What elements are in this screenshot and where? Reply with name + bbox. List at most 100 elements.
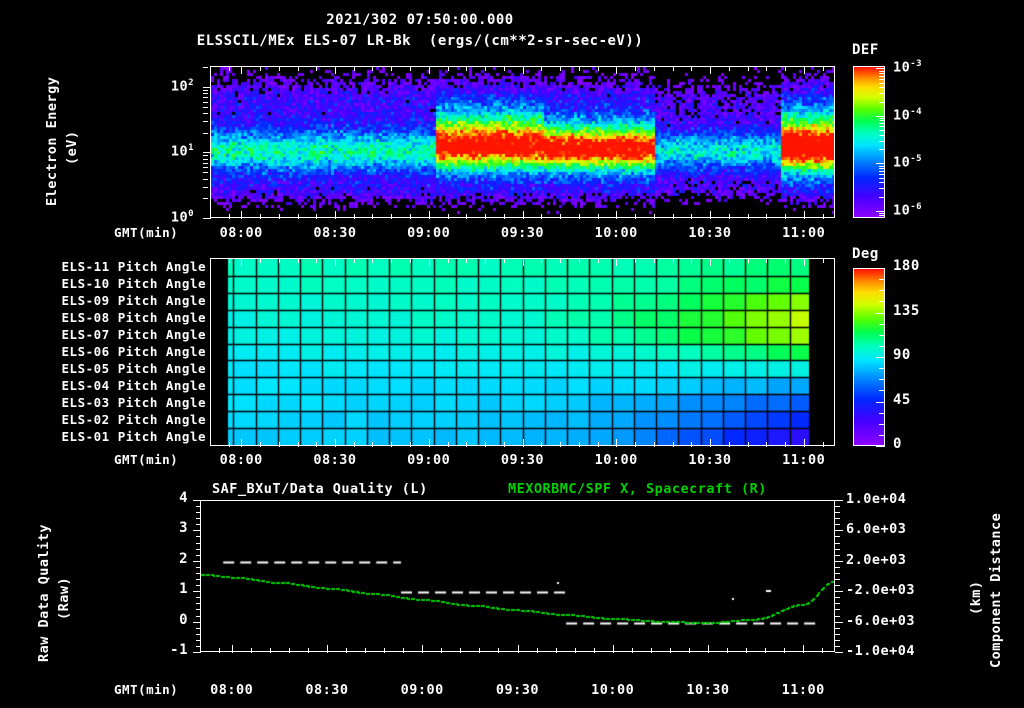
deg-colorbar-tick [879, 301, 885, 302]
deg-colorbar-tick [879, 279, 885, 280]
spectrogram-ylabel-line1: Electron Energy [44, 76, 60, 206]
def-colorbar-tick [879, 215, 885, 216]
timeseries-xtick-label: 09:00 [400, 682, 444, 698]
spectrogram-xtick-marks-top [210, 66, 835, 74]
xtick-label: 08:30 [313, 452, 357, 468]
timeseries-right-tick-marks [835, 500, 843, 653]
deg-colorbar-tick [876, 402, 885, 403]
xtick-label: 10:00 [594, 452, 638, 468]
deg-colorbar-tick [879, 413, 885, 414]
timeseries-ylabel-left-line2: (Raw) [56, 576, 72, 620]
spectrogram-ytick-label: 101 [170, 143, 194, 160]
def-colorbar-tick [879, 188, 885, 189]
def-colorbar-tick [879, 120, 885, 121]
pitch-row-label: ELS-02 Pitch Angle [61, 412, 206, 427]
timeseries-left-tick-label: -1 [170, 642, 188, 658]
deg-colorbar-tick [879, 390, 885, 391]
deg-colorbar-tick [876, 446, 885, 447]
deg-colorbar-label: 45 [893, 392, 911, 408]
def-colorbar-tick [879, 171, 885, 172]
pitch-row-label: ELS-05 Pitch Angle [61, 361, 206, 376]
deg-colorbar-tick [879, 324, 885, 325]
def-colorbar-label: 10-4 [893, 107, 923, 124]
def-colorbar-tick [879, 79, 885, 80]
def-colorbar-tick [879, 213, 885, 214]
def-colorbar [853, 66, 885, 218]
spectrogram-xtick-marks-bottom [210, 211, 835, 219]
def-colorbar-tick [879, 71, 885, 72]
page-title: 2021/302 07:50:00.000 [326, 12, 514, 28]
def-colorbar-tick [879, 83, 885, 84]
timeseries-ylabel-right-line1: Component Distance [988, 512, 1004, 668]
timeseries-right-tick-label: 6.0e+03 [846, 521, 907, 538]
def-colorbar-tick [876, 116, 885, 117]
spectrogram-ytick-marks [203, 66, 211, 219]
def-colorbar-tick [879, 76, 885, 77]
def-colorbar-tick [879, 130, 885, 131]
timeseries-xlabel: GMT(min) [114, 682, 179, 697]
xtick-label: 11:00 [782, 452, 826, 468]
def-colorbar-tick [879, 93, 885, 94]
pitch-xlabel: GMT(min) [114, 452, 179, 467]
def-colorbar-tick [879, 149, 885, 150]
pitch-row-label: ELS-06 Pitch Angle [61, 344, 206, 359]
deg-colorbar-tick [876, 268, 885, 269]
xtick-label: 10:00 [594, 225, 638, 241]
def-colorbar-label: 10-3 [893, 59, 923, 76]
pitch-row-label: ELS-03 Pitch Angle [61, 395, 206, 410]
timeseries-xtick-marks-bottom [200, 645, 835, 653]
def-colorbar-tick [876, 163, 885, 164]
deg-colorbar-tick [879, 435, 885, 436]
timeseries-left-tick-label: 0 [179, 611, 188, 628]
def-colorbar-tick [879, 118, 885, 119]
timeseries-right-tick-label: -1.0e+04 [846, 643, 916, 659]
pitch-angle-plot-area [210, 258, 835, 446]
pitch-row-label: ELS-01 Pitch Angle [61, 429, 206, 444]
timeseries-xtick-label: 09:30 [495, 682, 540, 698]
deg-colorbar-tick [879, 290, 885, 291]
deg-colorbar-tick [879, 379, 885, 380]
timeseries-right-tick-label: -2.0e+03 [846, 582, 916, 599]
deg-colorbar-label: 90 [893, 347, 911, 363]
timeseries-right-tick-label: 1.0e+04 [846, 491, 907, 507]
xtick-label: 08:00 [219, 452, 263, 468]
spectrogram-ylabel-line2: (eV) [64, 130, 80, 165]
def-colorbar-tick [879, 126, 885, 127]
timeseries-xtick-label: 08:30 [305, 682, 349, 698]
timeseries-left-tick-label: 4 [179, 490, 188, 506]
deg-colorbar-label: 180 [893, 258, 920, 274]
pitch-row-label: ELS-11 Pitch Angle [61, 259, 206, 274]
timeseries-title-right: MEXORBMC/SPF X, Spacecraft (R) [508, 481, 767, 497]
timeseries-right-tick-label: 2.0e+03 [846, 551, 907, 568]
deg-colorbar-label: 135 [893, 303, 920, 319]
timeseries-left-tick-label: 3 [179, 520, 188, 537]
timeseries-ylabel-right-line2: (km) [968, 580, 984, 615]
timeseries-left-tick-marks [193, 500, 201, 653]
def-colorbar-tick [879, 102, 885, 103]
page-subtitle: ELSSCIL/MEx ELS-07 LR-Bk (ergs/(cm**2-sr… [196, 33, 644, 49]
def-colorbar-tick [876, 211, 885, 212]
deg-colorbar-tick [876, 357, 885, 358]
timeseries-plot-area [200, 500, 835, 652]
def-colorbar-tick [879, 135, 885, 136]
timeseries-left-tick-label: 2 [179, 550, 188, 567]
def-colorbar-tick [879, 178, 885, 179]
timeseries-right-tick-label: -6.0e+03 [846, 612, 916, 629]
def-colorbar-label: 10-5 [893, 154, 923, 171]
def-colorbar-title: DEF [852, 42, 879, 58]
xtick-label: 10:30 [688, 225, 732, 241]
spectrogram-ytick-label: 102 [170, 78, 194, 95]
def-colorbar-tick [879, 87, 885, 88]
def-colorbar-tick [879, 197, 885, 198]
pitch-row-label: ELS-08 Pitch Angle [61, 310, 206, 325]
def-colorbar-tick [879, 182, 885, 183]
def-colorbar-tick [879, 168, 885, 169]
timeseries-xtick-label: 10:30 [686, 682, 730, 698]
spectrogram-xlabel: GMT(min) [114, 225, 179, 240]
deg-colorbar-tick [876, 313, 885, 314]
xtick-label: 08:00 [219, 225, 263, 241]
pitch-row-label: ELS-10 Pitch Angle [61, 276, 206, 291]
xtick-label: 11:00 [782, 225, 826, 241]
spectrogram-ytick-label: 100 [170, 209, 194, 226]
timeseries-xtick-label: 08:00 [210, 682, 254, 698]
